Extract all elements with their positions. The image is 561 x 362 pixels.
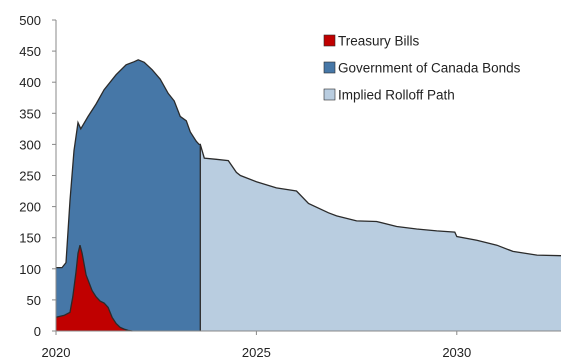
y-tick-label: 200 xyxy=(19,200,41,215)
legend-swatch-goc-bonds xyxy=(323,61,336,74)
legend-swatch-treasury-bills xyxy=(323,34,336,47)
x-tick-label: 2030 xyxy=(442,345,471,360)
legend-label-treasury-bills: Treasury Bills xyxy=(338,34,420,49)
legend-label-goc-bonds: Government of Canada Bonds xyxy=(338,61,521,76)
area-treasury-bills xyxy=(56,245,133,331)
legend-label-rolloff: Implied Rolloff Path xyxy=(338,88,455,103)
y-tick-label: 350 xyxy=(19,106,41,121)
axes: 0 50 100 150 200 250 300 350 400 450 500 2020 2025 20… xyxy=(19,13,561,360)
y-tick-label: 500 xyxy=(19,13,41,28)
line-goc-bonds xyxy=(56,59,201,331)
legend-swatch-rolloff xyxy=(323,88,336,101)
line-rolloff xyxy=(199,144,561,257)
area-rolloff xyxy=(200,144,561,331)
y-tick-label: 150 xyxy=(19,231,41,246)
x-tick-label: 2020 xyxy=(42,345,71,360)
legend: Treasury Bills Government of Canada Bonds… xyxy=(323,34,521,103)
area-goc-bonds xyxy=(56,59,201,332)
y-tick-label: 400 xyxy=(19,75,41,90)
x-tick-label: 2025 xyxy=(242,345,271,360)
y-tick-label: 450 xyxy=(19,44,41,59)
y-tick-label: 300 xyxy=(19,137,41,152)
plot-areas xyxy=(55,59,561,332)
y-tick-label: 250 xyxy=(19,169,41,184)
line-treasury-bills xyxy=(55,245,133,332)
y-tick-label: 50 xyxy=(27,293,41,308)
y-tick-label: 100 xyxy=(19,262,41,277)
y-tick-label: 0 xyxy=(34,324,41,339)
